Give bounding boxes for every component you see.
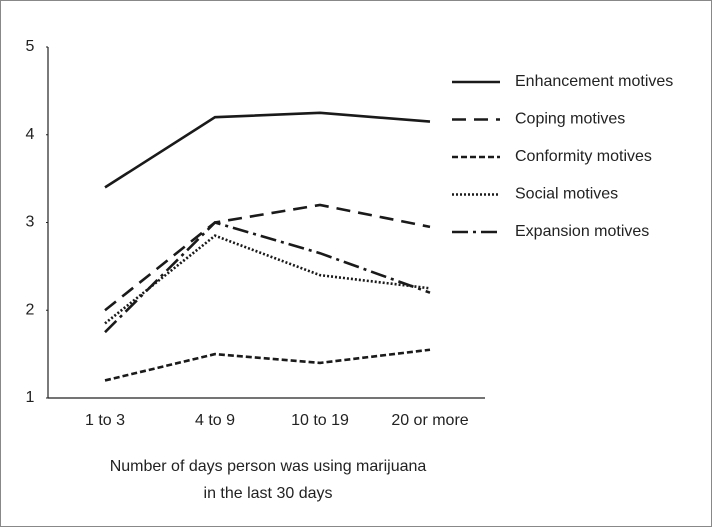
series-line — [104, 111, 431, 189]
x-tick-label: 1 to 3 — [85, 412, 125, 429]
y-tick-label: 1 — [26, 389, 35, 406]
legend-label: Expansion motives — [515, 223, 649, 240]
series-line — [104, 221, 431, 334]
x-axis-label: in the last 30 days — [204, 485, 333, 502]
series-line — [104, 203, 431, 312]
x-tick-label: 4 to 9 — [195, 412, 235, 429]
y-tick-label: 2 — [26, 301, 35, 318]
x-tick-label: 20 or more — [391, 412, 468, 429]
legend-label: Conformity motives — [515, 148, 652, 165]
x-axis-label: Number of days person was using marijuan… — [110, 458, 427, 475]
legend-label: Coping motives — [515, 111, 625, 128]
y-tick-label: 3 — [26, 214, 35, 231]
series-line — [104, 348, 431, 382]
y-tick-label: 5 — [26, 38, 35, 55]
legend-label: Enhancement motives — [515, 73, 673, 90]
legend-label: Social motives — [515, 186, 618, 203]
series-line — [104, 234, 431, 325]
y-tick-label: 4 — [26, 126, 35, 143]
x-tick-label: 10 to 19 — [291, 412, 349, 429]
